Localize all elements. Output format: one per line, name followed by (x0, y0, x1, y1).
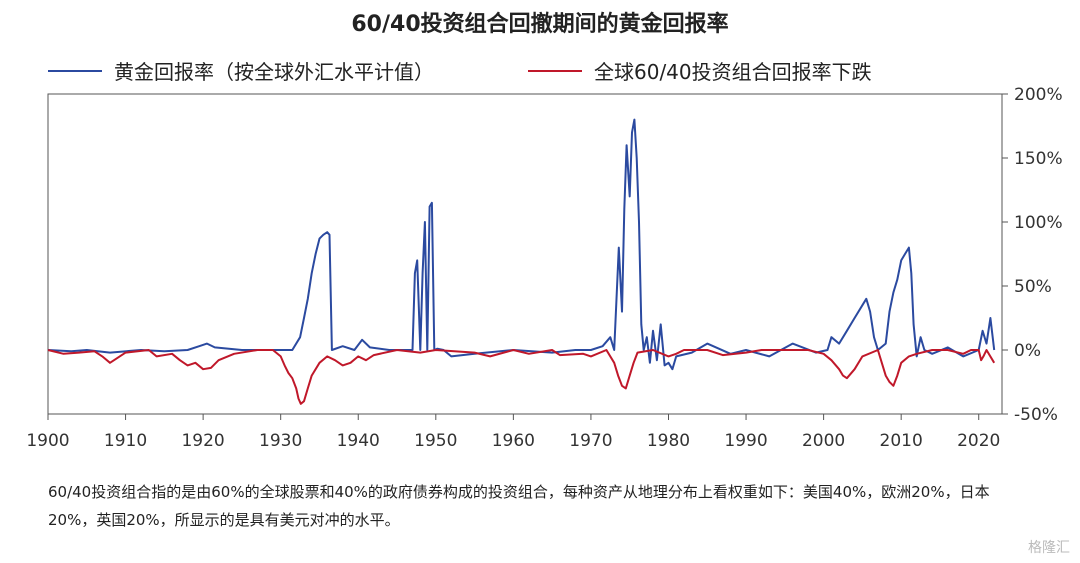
legend-entry-gold: 黄金回报率（按全球外汇水平计值） (48, 56, 434, 85)
y-tick-label: 0% (1014, 341, 1041, 361)
x-tick-label: 1900 (26, 431, 69, 451)
x-tick-label: 1990 (724, 431, 767, 451)
legend-swatch-gold (48, 69, 102, 72)
x-tick-label: 1960 (492, 431, 535, 451)
chart-axes (47, 93, 1008, 420)
tick-labels: 1900 1910 1920 1930 1940 1950 1960 1970 1980 1990… (26, 85, 1062, 451)
y-tick-label: -50% (1014, 405, 1058, 425)
y-tick-label: 200% (1014, 85, 1063, 105)
legend-swatch-portfolio (528, 69, 582, 72)
x-tick-label: 1920 (181, 431, 224, 451)
x-tick-label: 2020 (957, 431, 1000, 451)
x-tick-label: 1950 (414, 431, 457, 451)
line-chart: 1900 1910 1920 1930 1940 1950 1960 1970 1980 1990… (26, 85, 1062, 451)
x-tick-label: 1970 (569, 431, 612, 451)
x-tick-label: 2000 (802, 431, 845, 451)
legend-label-gold: 黄金回报率（按全球外汇水平计值） (114, 60, 434, 84)
chart-title: 60/40投资组合回撤期间的黄金回报率 (351, 12, 729, 37)
series-line-gold (47, 118, 996, 371)
x-tick-label: 1980 (647, 431, 690, 451)
x-tick-label: 1930 (259, 431, 302, 451)
series-layer (47, 118, 996, 405)
watermark: 格隆汇 (1028, 540, 1070, 556)
legend-label-portfolio: 全球60/40投资组合回报率下跌 (594, 60, 872, 84)
series-line-portfolio (47, 349, 996, 405)
legend-entry-portfolio: 全球60/40投资组合回报率下跌 (528, 56, 872, 85)
plot-frame (47, 93, 1003, 415)
y-tick-label: 100% (1014, 213, 1063, 233)
x-tick-label: 1910 (104, 431, 147, 451)
y-tick-label: 150% (1014, 149, 1063, 169)
x-tick-label: 2010 (880, 431, 923, 451)
y-tick-label: 50% (1014, 277, 1052, 297)
x-tick-label: 1940 (337, 431, 380, 451)
footnote: 60/40投资组合指的是由60%的全球股票和40%的政府债券构成的投资组合，每种… (48, 483, 990, 529)
